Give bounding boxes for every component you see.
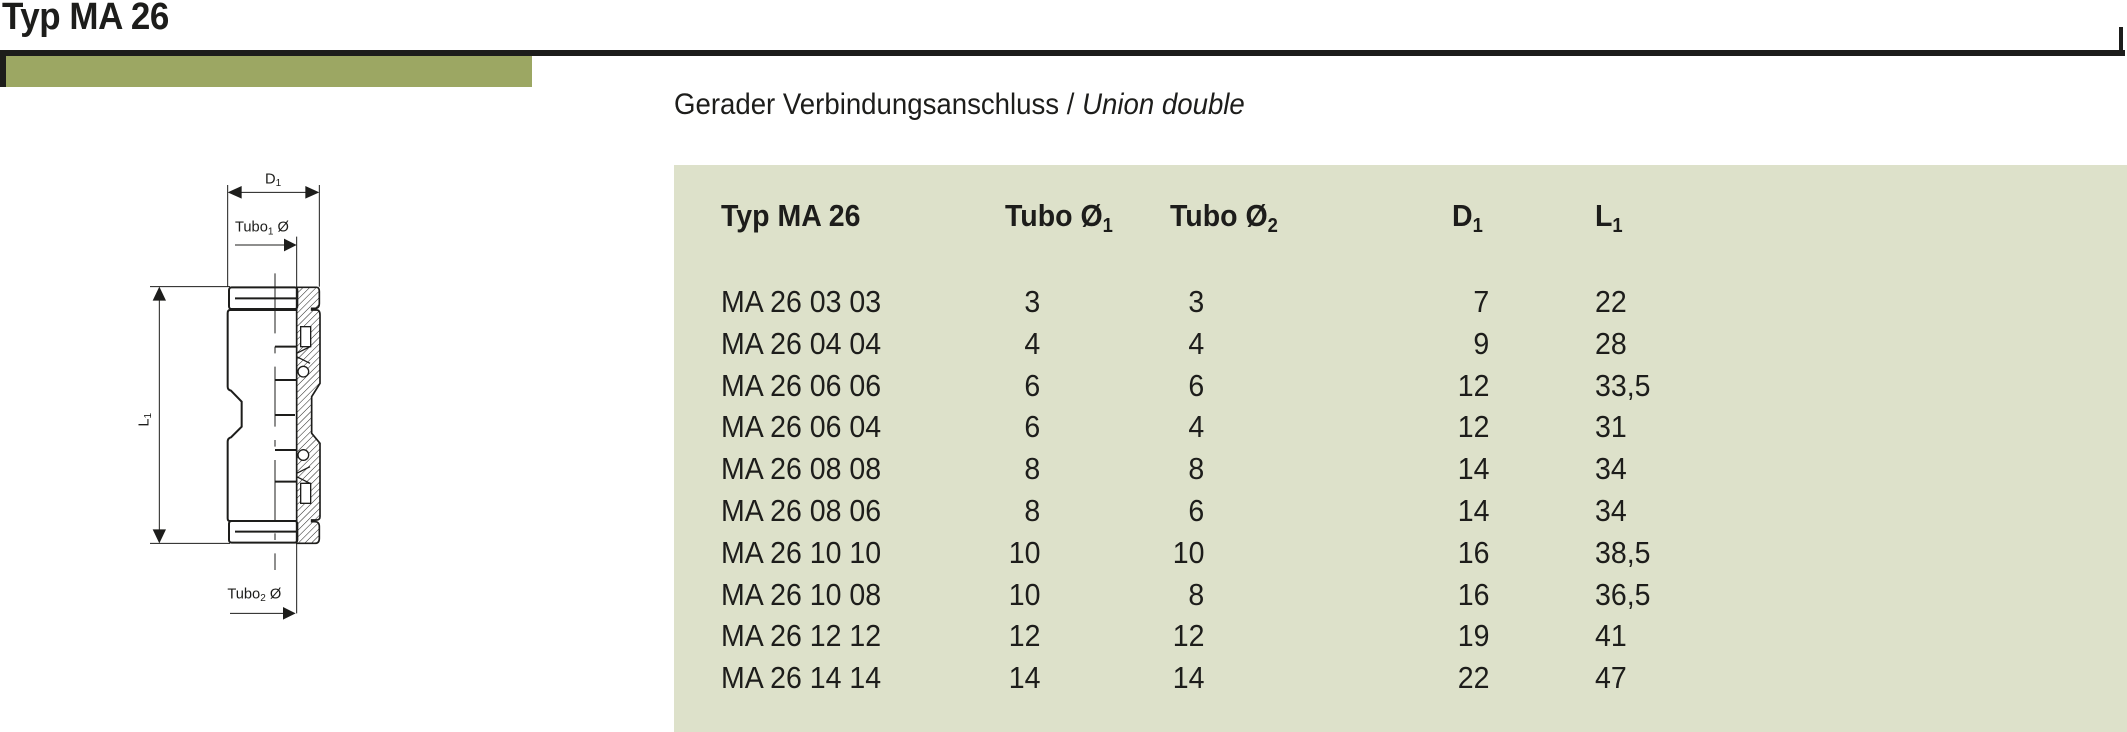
table-cell-type: MA 26 06 04: [721, 409, 882, 445]
l1-label: L1: [136, 413, 154, 427]
table-cell-tubo2: 3: [1188, 284, 1204, 319]
header-rule-left: [0, 50, 6, 87]
table-cell-l1: 31: [1595, 409, 1627, 445]
column-header-text: Typ MA 26: [721, 198, 861, 233]
table-cell-l1: 22: [1595, 284, 1627, 319]
table-cell-d1: 16: [1457, 576, 1489, 612]
accent-bar: [6, 56, 532, 87]
hatched-sleeve: [295, 286, 321, 545]
column-header-text: Tubo Ø: [1005, 198, 1103, 233]
table-cell-d1: 22: [1457, 660, 1489, 696]
header-rule-right: [2119, 27, 2123, 56]
o-ring-bottom: [297, 449, 310, 461]
column-header-tubo2: Tubo Ø2: [1170, 198, 1278, 238]
column-header-subscript: 1: [1612, 215, 1623, 237]
column-header-l1: L1: [1595, 198, 1623, 238]
table-cell-tubo2: 6: [1188, 493, 1204, 528]
table-cell-tubo1: 8: [1024, 493, 1040, 528]
table-cell-tubo2: 8: [1188, 451, 1204, 487]
column-header-subscript: 1: [1102, 215, 1113, 237]
arrow-icon: [284, 238, 297, 252]
table-cell-type: MA 26 10 10: [721, 534, 882, 570]
subtitle-de: Gerader Verbindungsanschluss: [674, 88, 1060, 121]
table-cell-type: MA 26 03 03: [721, 284, 882, 319]
table-cell-type: MA 26 04 04: [721, 325, 882, 361]
subtitle-en: Union double: [1082, 88, 1245, 121]
table-cell-l1: 41: [1595, 618, 1627, 654]
arrow-icon: [227, 186, 242, 199]
arrow-icon: [305, 186, 320, 199]
table-cell-tubo1: 6: [1024, 367, 1040, 403]
table-cell-tubo1: 10: [1008, 576, 1040, 612]
table-cell-tubo1: 4: [1024, 325, 1040, 361]
table-cell-tubo2: 4: [1188, 409, 1204, 445]
table-cell-l1: 28: [1595, 325, 1627, 361]
table-cell-tubo2: 14: [1172, 660, 1204, 696]
data-table-panel: [674, 165, 2127, 732]
table-cell-tubo2: 6: [1188, 367, 1204, 403]
table-cell-d1: 16: [1457, 534, 1489, 570]
table-cell-tubo2: 4: [1188, 325, 1204, 361]
d1-label: D1: [265, 171, 282, 189]
technical-drawing: D1 Tubo1 Ø Tubo2 Ø L1: [136, 171, 321, 620]
header-rule: [0, 50, 2125, 56]
table-cell-l1: 34: [1595, 493, 1627, 528]
column-header-tubo1: Tubo Ø1: [1005, 198, 1113, 238]
table-cell-tubo1: 12: [1008, 618, 1040, 654]
table-cell-l1: 36,5: [1595, 576, 1651, 612]
table-cell-tubo1: 14: [1008, 660, 1040, 696]
table-cell-tubo2: 8: [1188, 576, 1204, 612]
table-cell-tubo1: 6: [1024, 409, 1040, 445]
column-header-subscript: 1: [1472, 215, 1483, 237]
column-header-d1: D1: [1452, 198, 1483, 238]
table-cell-d1: 7: [1473, 284, 1489, 319]
table-cell-d1: 14: [1457, 451, 1489, 487]
table-cell-l1: 33,5: [1595, 367, 1651, 403]
table-cell-type: MA 26 08 08: [721, 451, 882, 487]
column-header-text: D: [1452, 198, 1473, 233]
table-cell-type: MA 26 10 08: [721, 576, 882, 612]
table-cell-tubo1: 10: [1008, 534, 1040, 570]
table-cell-type: MA 26 12 12: [721, 618, 882, 654]
table-cell-type: MA 26 14 14: [721, 660, 882, 696]
table-cell-l1: 38,5: [1595, 534, 1651, 570]
arrow-icon: [283, 607, 296, 620]
table-cell-d1: 14: [1457, 493, 1489, 528]
table-cell-type: MA 26 08 06: [721, 493, 882, 528]
table-cell-tubo2: 12: [1172, 618, 1204, 654]
fitting-body: [226, 286, 299, 544]
arrow-icon: [152, 529, 166, 544]
tubo1-label: Tubo1 Ø: [235, 220, 289, 238]
table-cell-type: MA 26 06 06: [721, 367, 882, 403]
page-title: Typ MA 26: [2, 0, 169, 38]
table-cell-d1: 12: [1457, 367, 1489, 403]
table-cell-d1: 9: [1473, 325, 1489, 361]
table-cell-tubo2: 10: [1172, 534, 1204, 570]
table-cell-d1: 12: [1457, 409, 1489, 445]
table-cell-tubo1: 8: [1024, 451, 1040, 487]
tubo2-label: Tubo2 Ø: [227, 586, 281, 604]
column-header-type: Typ MA 26: [721, 198, 860, 234]
table-cell-d1: 19: [1457, 618, 1489, 654]
subtitle: Gerader Verbindungsanschluss / Union dou…: [674, 88, 1245, 122]
table-cell-l1: 34: [1595, 451, 1627, 487]
column-header-text: Tubo Ø: [1170, 198, 1268, 233]
o-ring-top: [297, 365, 310, 378]
column-header-subscript: 2: [1267, 215, 1278, 237]
subtitle-separator: /: [1059, 88, 1083, 121]
table-cell-tubo1: 3: [1024, 284, 1040, 319]
arrow-icon: [152, 286, 166, 301]
table-cell-l1: 47: [1595, 660, 1627, 696]
column-header-text: L: [1595, 198, 1613, 233]
